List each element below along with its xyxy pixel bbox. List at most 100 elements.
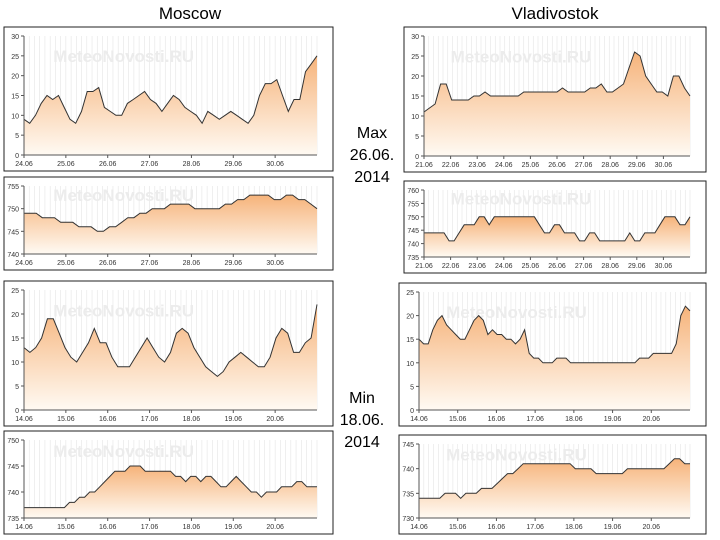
max-label-line-1: Max (356, 125, 388, 142)
y-tick-label: 0 (410, 408, 414, 415)
x-tick-label: 18.06 (565, 416, 583, 423)
series-line (23, 304, 318, 378)
y-tick-label: 15 (406, 337, 414, 344)
y-tick-label: 730 (402, 516, 414, 523)
y-tick-label: 750 (7, 438, 19, 445)
x-tick-label: 26.06 (99, 161, 117, 168)
y-tick-label: 760 (407, 188, 419, 195)
y-tick-label: 0 (15, 153, 19, 160)
y-tick-label: 740 (402, 467, 414, 474)
vladivostok-min-pressure-chart: MeteoNovosti.RU 730 735 740 745 14.06 15.06 16.… (395, 434, 710, 536)
vladivostok-min-temp-svg: MeteoNovosti.RU 0 5 10 15 20 25 14.06 15.06 16.06… (398, 282, 707, 427)
moscow-max-pressure-chart: MeteoNovosti.RU 740 745 750 755 24.06 25.06 26.… (0, 176, 337, 272)
x-tick-label: 14.06 (15, 524, 33, 531)
y-tick-label: 20 (11, 74, 19, 81)
series-area (24, 466, 317, 518)
x-tick-label: 29.06 (628, 263, 646, 270)
vladivostok-max-pressure-svg: MeteoNovosti.RU 735 740 745 750 755 760 21.06 22… (403, 180, 707, 274)
y-tick-label: 10 (411, 114, 419, 121)
min-label-line-3: 2014 (344, 434, 380, 451)
y-tick-label: 745 (402, 442, 414, 449)
y-tick-label: 735 (402, 491, 414, 498)
x-tick-label: 20.06 (266, 524, 284, 531)
x-tick-label: 14.06 (15, 416, 33, 423)
y-tick-label: 755 (407, 201, 419, 208)
y-tick-label: 740 (407, 242, 419, 249)
x-tick-label: 21.06 (415, 162, 433, 169)
series-line (24, 465, 317, 509)
x-tick-label: 15.06 (57, 524, 75, 531)
series-line (418, 305, 691, 364)
y-tick-label: 20 (411, 74, 419, 81)
moscow-min-pressure-chart: MeteoNovosti.RU 735 740 745 750 14.06 15.06 16.… (0, 430, 337, 536)
x-tick-label: 19.06 (225, 524, 243, 531)
x-tick-label: 25.06 (57, 260, 75, 267)
max-date-label: Max 26.06. 2014 (340, 123, 404, 189)
series-area (24, 55, 317, 155)
x-tick-label: 18.06 (183, 416, 201, 423)
x-tick-label: 26.06 (99, 260, 117, 267)
x-tick-label: 28.06 (183, 260, 201, 267)
y-tick-label: 5 (15, 133, 19, 140)
x-tick-label: 28.06 (183, 161, 201, 168)
series-area (424, 216, 690, 257)
min-date-label: Min 18.06. 2014 (330, 388, 394, 454)
moscow-max-pressure-svg: MeteoNovosti.RU 740 745 750 755 24.06 25.06 26.… (3, 176, 334, 271)
x-tick-label: 16.06 (99, 416, 117, 423)
x-tick-label: 22.06 (442, 162, 460, 169)
x-tick-label: 16.06 (99, 524, 117, 531)
moscow-column-title: Moscow (158, 4, 222, 23)
y-tick-label: 740 (7, 490, 19, 497)
x-tick-label: 15.06 (449, 524, 467, 531)
x-tick-label: 27.06 (141, 161, 159, 168)
moscow-min-temp-svg: MeteoNovosti.RU 0 5 10 15 20 25 14.06 15.06 16.06… (3, 280, 334, 427)
series-line (23, 55, 318, 125)
moscow-max-temp-svg: MeteoNovosti.RU 0 5 10 15 20 25 30 24.06 25.06 26.… (3, 26, 334, 172)
x-tick-label: 14.06 (410, 416, 428, 423)
y-tick-label: 5 (15, 384, 19, 391)
x-tick-label: 20.06 (266, 416, 284, 423)
y-tick-label: 10 (11, 360, 19, 367)
x-tick-label: 17.06 (526, 524, 544, 531)
x-tick-label: 26.06 (548, 162, 566, 169)
y-tick-label: 735 (7, 516, 19, 523)
x-tick-label: 30.06 (655, 162, 673, 169)
y-tick-label: 15 (11, 94, 19, 101)
y-tick-label: 15 (11, 336, 19, 343)
x-tick-label: 29.06 (628, 162, 646, 169)
x-tick-label: 20.06 (643, 524, 661, 531)
y-tick-label: 745 (407, 228, 419, 235)
y-tick-label: 20 (406, 314, 414, 321)
moscow-min-temp-chart: MeteoNovosti.RU 0 5 10 15 20 25 14.06 15.06 16.06… (0, 280, 337, 428)
watermark-text: MeteoNovosti.RU (53, 301, 194, 320)
watermark-text: MeteoNovosti.RU (446, 445, 587, 464)
x-tick-label: 29.06 (225, 161, 243, 168)
x-tick-label: 16.06 (488, 524, 506, 531)
y-tick-label: 745 (7, 464, 19, 471)
watermark-text: MeteoNovosti.RU (53, 442, 194, 461)
x-tick-label: 30.06 (266, 161, 284, 168)
y-tick-label: 30 (411, 34, 419, 41)
series-line (419, 458, 690, 499)
x-tick-label: 23.06 (468, 162, 486, 169)
x-tick-label: 27.06 (575, 162, 593, 169)
x-tick-label: 24.06 (495, 263, 513, 270)
x-tick-label: 28.06 (601, 263, 619, 270)
y-tick-label: 735 (407, 255, 419, 262)
x-tick-label: 16.06 (488, 416, 506, 423)
x-tick-label: 25.06 (57, 161, 75, 168)
x-tick-label: 15.06 (57, 416, 75, 423)
y-tick-label: 20 (11, 312, 19, 319)
y-tick-label: 10 (11, 113, 19, 120)
x-tick-label: 25.06 (522, 263, 540, 270)
y-tick-label: 30 (11, 34, 19, 41)
watermark-text: MeteoNovosti.RU (53, 47, 194, 66)
y-tick-label: 25 (11, 54, 19, 61)
x-tick-label: 24.06 (495, 162, 513, 169)
vladivostok-min-temp-chart: MeteoNovosti.RU 0 5 10 15 20 25 14.06 15.06 16.06… (395, 282, 710, 428)
x-tick-label: 22.06 (442, 263, 460, 270)
x-tick-label: 14.06 (410, 524, 428, 531)
y-tick-label: 750 (407, 215, 419, 222)
x-tick-label: 20.06 (643, 416, 661, 423)
moscow-max-temp-chart: MeteoNovosti.RU 0 5 10 15 20 25 30 24.06 25.06 26.… (0, 26, 337, 173)
